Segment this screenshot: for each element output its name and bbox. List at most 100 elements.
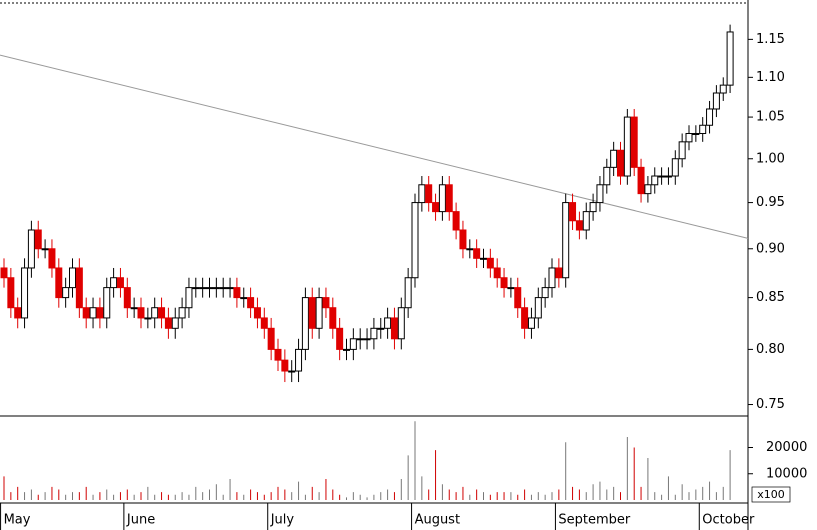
candle-body [644,184,652,195]
x-tick-label: June [126,513,155,528]
candle-body [75,267,83,309]
candle-body [459,229,467,250]
candle-body [514,287,522,309]
y-tick-label: 1.15 [756,32,785,47]
candle-body [473,248,481,259]
candle-body [658,175,666,178]
candle-body [329,307,337,329]
candle-body [534,297,542,319]
candle-body [651,175,659,186]
candle-body [418,184,426,204]
candle-body [267,327,275,350]
candle-body [664,175,672,178]
candle-body [164,317,172,329]
candle-body [48,248,56,269]
candle-body [486,257,494,269]
candle-body [14,307,22,319]
candle-body [233,287,241,299]
candle-body [685,133,693,143]
candle-body [384,317,392,329]
candle-body [27,229,35,269]
candle-body [541,287,549,299]
candle-body [445,184,453,213]
candle-body [301,297,309,350]
candle-body [582,211,590,231]
candle-body [116,277,124,289]
candle-body [377,327,385,330]
x-tick-label: October [702,513,755,528]
candle-body [123,287,131,309]
unit-box [751,486,791,503]
candle-body [308,297,316,329]
y-tick-label: 1.05 [756,110,785,125]
candle-body [185,287,193,309]
volume-tick-label: 20000 [766,440,807,455]
candle-body [610,149,618,168]
candle-body [151,307,159,319]
y-tick-label: 0.95 [756,195,785,210]
candle-body [411,202,419,279]
y-tick-label: 0.90 [756,241,785,256]
x-tick-label: August [415,513,461,528]
candle-body [69,267,76,289]
candle-body [247,297,255,309]
y-tick-label: 0.75 [756,397,785,412]
candle-body [96,307,104,319]
candle-body [521,307,529,329]
candle-body [89,307,97,319]
candle-body [137,307,145,319]
candle-body [425,184,433,204]
y-tick-label: 1.10 [756,70,785,85]
candle-body [21,267,29,319]
candle-body [699,124,707,135]
candle-body [178,307,186,319]
candle-body [171,317,179,329]
candle-body [480,257,487,260]
candle-body [637,166,645,195]
volume-unit: x100 [757,488,785,501]
y-tick-label: 1.00 [756,151,785,166]
candle-body [288,370,296,373]
candle-body [349,338,357,350]
candle-body [630,116,638,168]
trendline [0,54,749,239]
candle-body [548,267,556,289]
candle-body [671,158,679,177]
x-tick-label: July [270,513,295,528]
candle-body [507,287,515,290]
candle-body [226,287,234,290]
x-tick-label: September [558,513,631,528]
candle-body [493,267,501,279]
candle-body [706,108,714,126]
candle-body [281,359,289,372]
candle-body [158,307,166,319]
candle-body [692,133,700,136]
candle-body [527,317,535,329]
candle-body [212,287,220,290]
candle-body [240,297,248,300]
y-tick-label: 0.85 [756,290,785,305]
candle-body [575,220,583,231]
x-tick-label: May [4,513,31,528]
candle-body [219,287,227,290]
candle-body [452,211,460,231]
candle-body [562,202,570,279]
candle-body [438,184,446,213]
candle-body [432,202,440,213]
candle-body [678,141,686,160]
volume-tick-label: 10000 [766,466,807,481]
candle-body [356,338,364,341]
candle-body [82,307,90,319]
candle-body [343,348,350,351]
candle-body [555,267,563,279]
candle-body [719,84,727,94]
candle-body [199,287,207,290]
candle-body [500,277,508,289]
candle-body [363,338,371,341]
candle-body [617,149,624,177]
candle-body [62,287,70,299]
candle-body [404,277,412,309]
candle-body [34,229,42,250]
candle-body [623,116,631,177]
